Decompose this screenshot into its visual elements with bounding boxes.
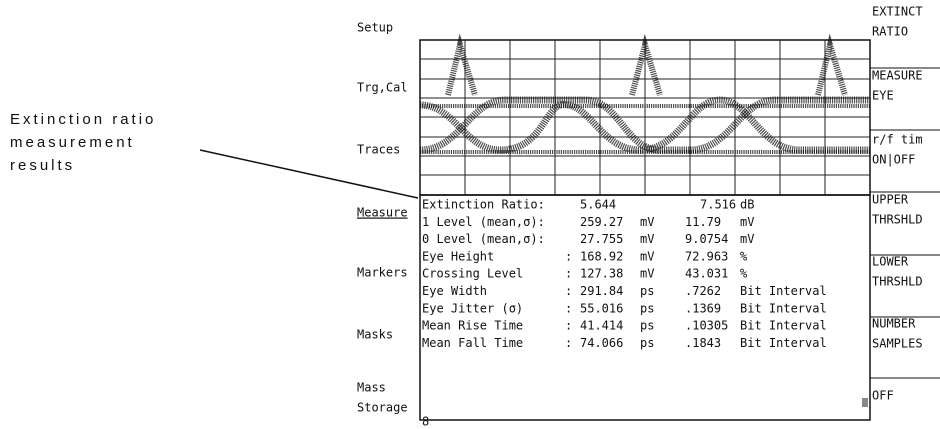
- softkey-label[interactable]: LOWER: [872, 255, 909, 269]
- result-unit: mV: [640, 215, 654, 229]
- result-label: Eye Height: [422, 249, 494, 263]
- result-value: 127.38: [580, 267, 623, 281]
- result-sep: :: [565, 336, 572, 350]
- result-unit: mV: [640, 249, 654, 263]
- softkey-label[interactable]: THRSHLD: [872, 275, 923, 289]
- softkey-label[interactable]: SAMPLES: [872, 337, 923, 351]
- result-sep: :: [565, 319, 572, 333]
- result-unit2: mV: [740, 232, 754, 246]
- menu-item[interactable]: Mass: [357, 381, 386, 395]
- menu-item[interactable]: Markers: [357, 266, 408, 280]
- result-value2: .10305: [685, 319, 728, 333]
- result-value2: 43.031: [685, 267, 728, 281]
- result-unit2: Bit Interval: [740, 284, 827, 298]
- softkey-label[interactable]: THRSHLD: [872, 213, 923, 227]
- result-value: 55.016: [580, 301, 623, 315]
- result-unit2: dB: [740, 198, 754, 212]
- result-label: Mean Rise Time: [422, 319, 523, 333]
- callout-text: results: [10, 157, 75, 174]
- result-value: 168.92: [580, 249, 623, 263]
- result-label: Eye Jitter (σ): [422, 301, 523, 315]
- result-label: Eye Width: [422, 284, 487, 298]
- softkey-label[interactable]: EXTINCT: [872, 5, 923, 19]
- result-unit: ps: [640, 336, 654, 350]
- result-unit2: %: [740, 249, 748, 263]
- softkey-label[interactable]: RATIO: [872, 25, 908, 39]
- result-unit: mV: [640, 232, 654, 246]
- result-label: Mean Fall Time: [422, 336, 523, 350]
- result-unit2: mV: [740, 215, 754, 229]
- result-label: 1 Level (mean,σ):: [422, 215, 545, 229]
- result-unit2: %: [740, 267, 748, 281]
- softkey-label[interactable]: r/f tim: [872, 133, 923, 147]
- menu-item[interactable]: Setup: [357, 21, 393, 35]
- menu-item[interactable]: Traces: [357, 143, 400, 157]
- softkey-label[interactable]: EYE: [872, 89, 894, 103]
- result-label: 0 Level (mean,σ):: [422, 232, 545, 246]
- softkey-label[interactable]: UPPER: [872, 193, 909, 207]
- callout-line: [199, 149, 419, 199]
- result-label: Crossing Level: [422, 267, 523, 281]
- eye-traces: [419, 33, 870, 154]
- result-value2: 9.0754: [685, 232, 728, 246]
- result-unit2: Bit Interval: [740, 336, 827, 350]
- menu-item[interactable]: Trg,Cal: [357, 81, 408, 95]
- menu-item[interactable]: Masks: [357, 328, 393, 342]
- result-sep: :: [565, 249, 572, 263]
- result-unit: ps: [640, 301, 654, 315]
- result-sep: :: [565, 301, 572, 315]
- graticule: [419, 39, 871, 196]
- softkey-label[interactable]: NUMBER: [872, 317, 916, 331]
- result-unit2: Bit Interval: [740, 301, 827, 315]
- result-value2: .1843: [685, 336, 721, 350]
- softkey-label[interactable]: OFF: [872, 389, 894, 403]
- result-value: 74.066: [580, 336, 623, 350]
- result-value2: .7262: [685, 284, 721, 298]
- callout-text: measurement: [10, 134, 135, 151]
- result-unit2: Bit Interval: [740, 319, 827, 333]
- softkey-label[interactable]: ON|OFF: [872, 153, 915, 167]
- result-unit: ps: [640, 319, 654, 333]
- result-label: Extinction Ratio:: [422, 198, 545, 212]
- callout-text: Extinction ratio: [10, 111, 156, 128]
- result-value: 41.414: [580, 319, 623, 333]
- result-sep: :: [565, 267, 572, 281]
- footer-text: 8: [422, 415, 429, 429]
- result-value: 27.755: [580, 232, 623, 246]
- softkey-label[interactable]: MEASURE: [872, 69, 923, 83]
- scroll-marker: [862, 398, 868, 407]
- result-value2: 11.79: [685, 215, 721, 229]
- menu-item[interactable]: Measure: [357, 206, 408, 220]
- result-value2: .1369: [685, 301, 721, 315]
- result-unit: mV: [640, 267, 654, 281]
- result-unit: ps: [640, 284, 654, 298]
- menu-item[interactable]: Storage: [357, 401, 408, 415]
- result-value: 5.644: [580, 198, 616, 212]
- result-value2: 72.963: [685, 249, 728, 263]
- result-value: 291.84: [580, 284, 623, 298]
- result-value2: 7.516: [700, 198, 736, 212]
- results-panel: [419, 194, 871, 421]
- result-sep: :: [565, 284, 572, 298]
- result-value: 259.27: [580, 215, 623, 229]
